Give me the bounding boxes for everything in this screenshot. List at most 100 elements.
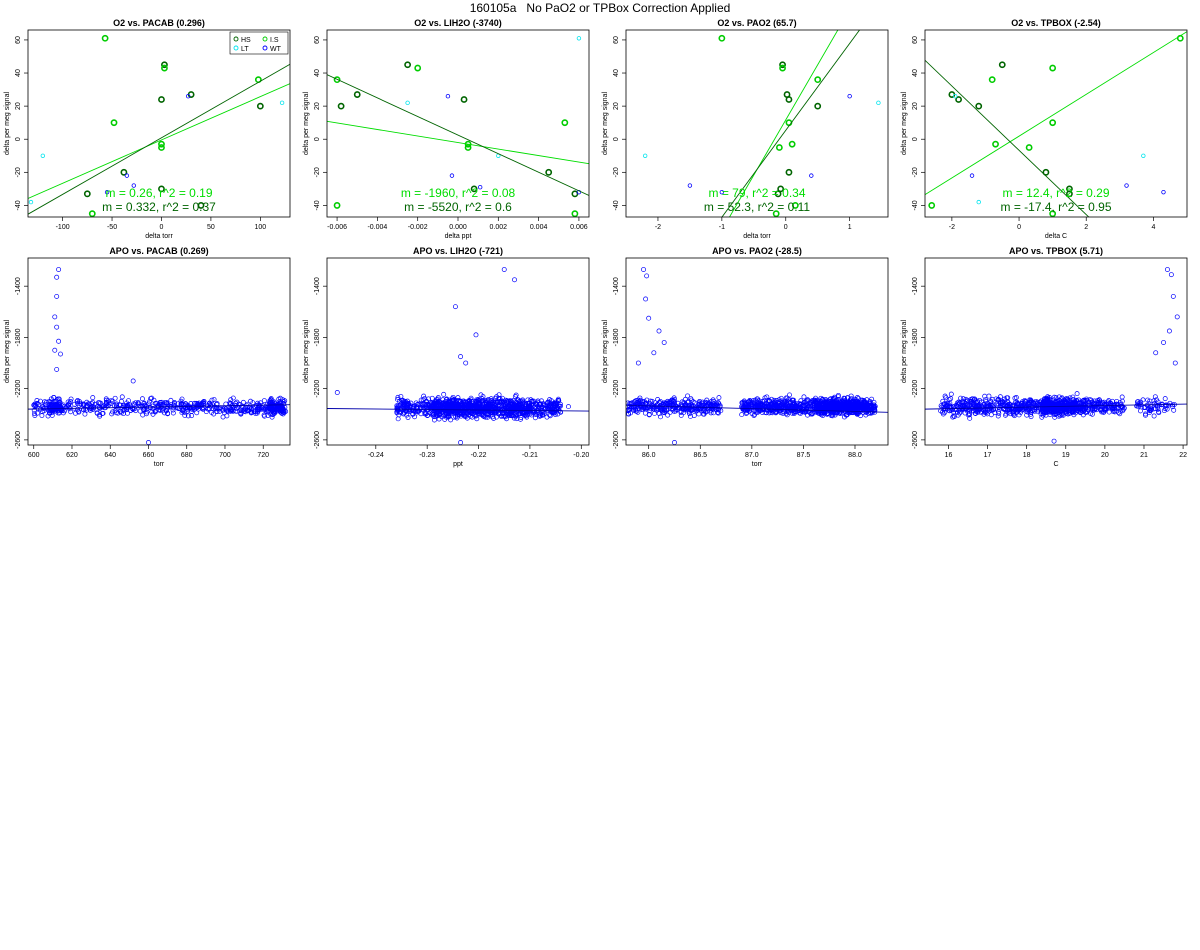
data-point: [637, 395, 643, 401]
data-point-is: [1025, 144, 1033, 151]
x-tick-label: -0.21: [522, 452, 538, 459]
data-point: [656, 404, 662, 410]
data-point: [467, 401, 473, 407]
data-point: [653, 407, 659, 413]
data-point: [940, 398, 946, 404]
plot-frame: [326, 257, 590, 446]
data-point: [633, 408, 639, 414]
data-point: [152, 408, 158, 414]
data-point: [467, 410, 473, 416]
data-point: [68, 396, 74, 402]
plot-area: [327, 267, 589, 445]
x-tick-label: 87.5: [797, 452, 811, 459]
data-point: [491, 415, 497, 421]
data-point: [1041, 402, 1047, 408]
data-point: [508, 408, 514, 414]
data-point: [491, 410, 497, 416]
data-point: [428, 408, 434, 414]
data-point-wt: [1124, 183, 1129, 188]
data-point: [1092, 406, 1098, 412]
data-point: [507, 398, 513, 404]
data-point: [686, 409, 692, 415]
data-point: [476, 401, 482, 407]
data-point-outlier: [54, 324, 60, 330]
data-point: [461, 398, 466, 404]
chart-panel-6: APO vs. LIH2O (-721) -0.24 -0.23 -0.22 -0.21…: [303, 246, 590, 468]
data-point: [1081, 397, 1087, 403]
data-point-is: [772, 210, 780, 217]
data-point-hs: [571, 190, 579, 198]
y-axis-label: delta per meg signal: [602, 92, 609, 155]
data-point: [74, 398, 80, 404]
chart-panel-3: O2 vs. PAO2 (65.7) -2 -1 0 1 -40 -20 0 20 40 60 del…: [602, 18, 889, 240]
data-point: [946, 397, 952, 403]
data-point-outlier: [52, 347, 58, 353]
data-point: [950, 414, 956, 420]
data-point: [792, 408, 798, 414]
data-point: [227, 408, 233, 414]
data-point: [1143, 411, 1148, 417]
data-point: [518, 411, 523, 417]
data-point: [1032, 408, 1038, 414]
data-point: [1154, 402, 1160, 408]
data-point: [1163, 402, 1169, 408]
data-point-is: [414, 64, 422, 72]
fit-label: m = 79, r^2 = 0.34: [708, 186, 805, 200]
data-point: [1073, 410, 1078, 416]
chart-title: APO vs. PAO2 (-28.5): [712, 246, 802, 256]
data-point: [426, 396, 431, 402]
data-point: [78, 401, 84, 407]
data-point: [86, 401, 92, 407]
data-point: [148, 396, 154, 401]
data-point: [130, 406, 136, 412]
data-point: [708, 403, 714, 409]
data-point: [497, 398, 503, 404]
fit-label: m = 52.3, r^2 = 0.11: [704, 200, 810, 214]
data-point: [555, 397, 561, 403]
y-tick-label: -40: [912, 200, 919, 210]
data-point: [632, 399, 638, 405]
data-point: [228, 407, 234, 413]
data-point: [1102, 408, 1108, 413]
data-point: [556, 398, 562, 404]
data-point: [502, 402, 508, 407]
data-point: [669, 397, 675, 403]
data-point: [813, 409, 819, 415]
data-point: [673, 408, 679, 414]
chart-title: O2 vs. PAO2 (65.7): [717, 18, 796, 28]
data-point: [1078, 410, 1083, 416]
data-point-hs: [158, 96, 165, 103]
data-point: [48, 407, 54, 413]
data-point-hs: [1066, 190, 1073, 198]
data-point: [515, 397, 521, 403]
data-point-is: [1049, 119, 1057, 127]
data-point: [168, 397, 174, 403]
data-point: [824, 411, 830, 417]
x-tick-label: 2: [1084, 224, 1088, 231]
data-point: [1041, 397, 1047, 402]
y-tick-label: 60: [314, 36, 321, 44]
data-point-wt: [104, 189, 110, 195]
data-point: [136, 401, 142, 407]
chart-title: APO vs. PACAB (0.269): [109, 246, 208, 256]
data-point-is: [928, 202, 936, 209]
fit-label: m = -5520, r^2 = 0.6: [404, 200, 512, 214]
data-point-hs: [998, 61, 1006, 69]
data-point: [194, 410, 200, 416]
data-point: [436, 416, 442, 422]
data-point-outlier: [1172, 360, 1178, 366]
data-point: [431, 400, 437, 406]
data-point: [953, 402, 959, 408]
data-point: [647, 398, 653, 404]
data-point: [183, 401, 188, 407]
data-point: [845, 403, 851, 409]
data-point-outlier: [1166, 328, 1172, 334]
data-point-outlier: [1174, 314, 1180, 320]
data-point-outlier: [458, 439, 464, 445]
data-point-is: [1049, 210, 1057, 217]
data-point-is: [775, 144, 783, 151]
fit-label: m = 0.332, r^2 = 0.37: [102, 200, 216, 214]
data-point: [119, 398, 124, 404]
data-point-outlier: [58, 351, 63, 357]
data-point-hs: [158, 185, 165, 193]
